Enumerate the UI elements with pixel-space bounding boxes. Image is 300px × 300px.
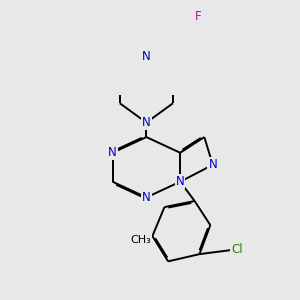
Text: N: N	[142, 191, 151, 204]
Text: F: F	[195, 10, 202, 23]
Text: N: N	[208, 158, 217, 171]
Text: N: N	[176, 175, 184, 188]
Text: Cl: Cl	[231, 243, 243, 256]
Text: N: N	[142, 50, 151, 63]
Text: CH₃: CH₃	[130, 235, 151, 245]
Text: N: N	[142, 116, 151, 129]
Text: N: N	[108, 146, 117, 159]
